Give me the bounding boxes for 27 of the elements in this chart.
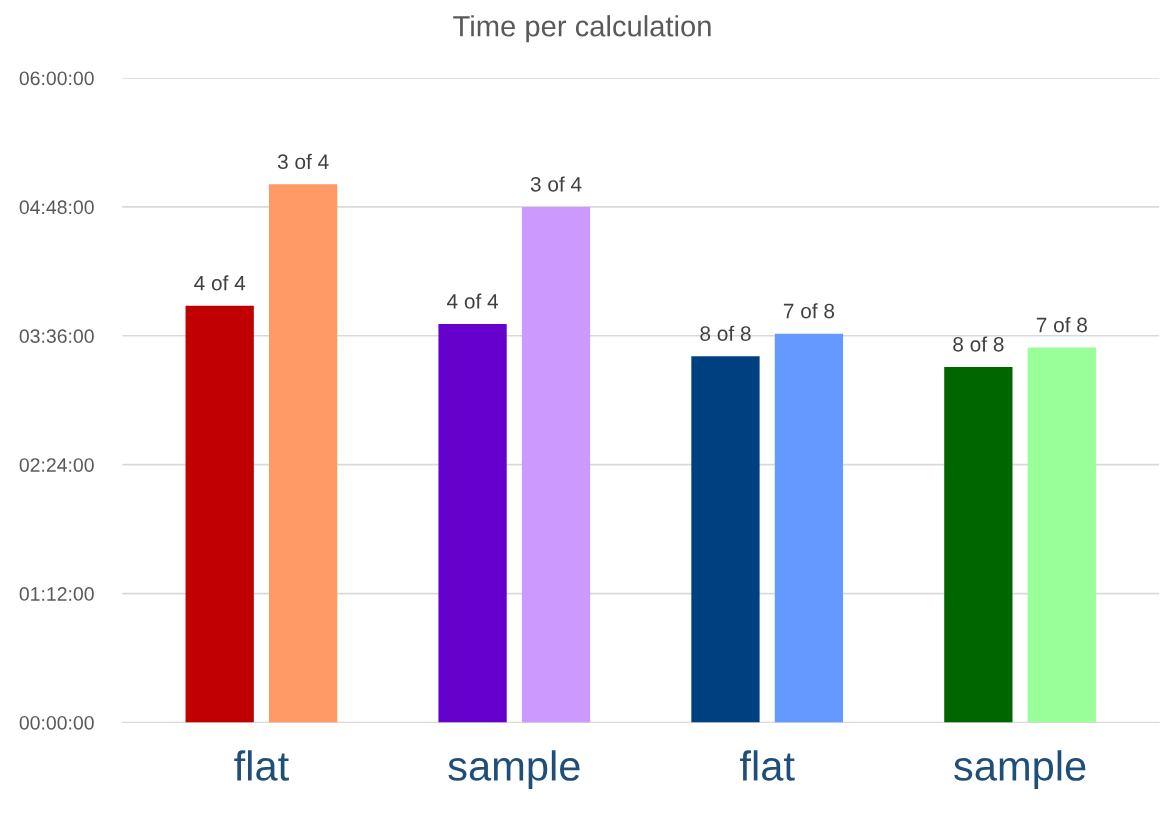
- bar: [521, 206, 591, 723]
- y-tick-label: 00:00:00: [19, 715, 94, 730]
- y-tick-label: 02:24:00: [19, 458, 94, 472]
- annotation: 3 of 4: [530, 176, 582, 192]
- x-tick-label: sample: [448, 750, 580, 790]
- bar: [691, 356, 760, 723]
- x-tick-label: flat: [234, 750, 289, 781]
- bar: [185, 305, 254, 723]
- y-tick-label: 03:36:00: [19, 329, 94, 344]
- annotation: 3 of 4: [277, 153, 329, 170]
- x-tick-label: flat: [740, 750, 795, 781]
- bar: [1027, 347, 1096, 723]
- bar: [269, 184, 338, 723]
- bar: [944, 366, 1013, 723]
- y-tick-label: 04:48:00: [19, 200, 94, 215]
- bar: [774, 333, 844, 723]
- y-tick-label: 06:00:00: [19, 71, 94, 86]
- annotation: 4 of 4: [447, 293, 499, 309]
- annotation: 8 of 8: [700, 325, 751, 341]
- y-tick-label: 01:12:00: [19, 587, 94, 601]
- annotation: 7 of 8: [1036, 317, 1087, 333]
- x-tick-label: sample: [954, 750, 1086, 790]
- annotation: 4 of 4: [194, 275, 246, 291]
- bar: [438, 323, 507, 723]
- chart-title: Time per calculation: [453, 15, 711, 43]
- annotation: 8 of 8: [953, 336, 1004, 352]
- annotation: 7 of 8: [783, 303, 835, 319]
